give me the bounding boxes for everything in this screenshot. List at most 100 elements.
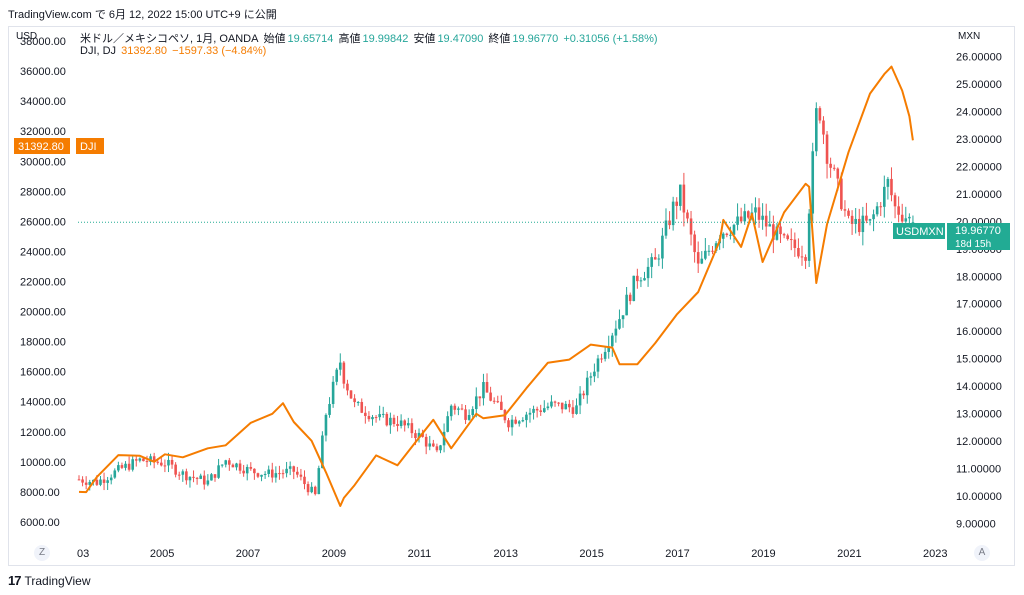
candle-body	[836, 168, 840, 179]
candle-body	[682, 184, 686, 213]
candle-body	[557, 402, 560, 404]
candle-body	[253, 468, 256, 474]
left-tick-label: 12000.00	[20, 427, 66, 439]
candle-body	[757, 207, 761, 220]
candle-body	[696, 252, 700, 264]
candle-body	[77, 479, 81, 481]
candle-body	[281, 473, 285, 475]
dji-price-badge: 31392.80 DJI	[14, 138, 104, 154]
candle-body	[231, 464, 235, 468]
candle-body	[106, 480, 109, 483]
candle-body	[489, 392, 492, 401]
legend-symbol-usdmxn[interactable]: 米ドル／メキシコペソ, 1月, OANDA	[80, 33, 259, 45]
dji-badge-name: DJI	[80, 141, 97, 153]
tradingview-logo-icon: 17	[8, 573, 22, 588]
candle-body	[628, 294, 632, 302]
candle-body	[210, 474, 213, 481]
candle-body	[95, 479, 99, 485]
dji-badge-price: 31392.80	[18, 141, 64, 153]
legend-low-label: 安値	[413, 33, 436, 45]
candle-body	[679, 184, 682, 206]
left-tick-label: 14000.00	[20, 397, 66, 409]
candle-body	[568, 403, 571, 408]
candle-body	[840, 178, 843, 210]
candle-body	[782, 234, 786, 236]
candle-body	[432, 443, 435, 447]
candle-body	[403, 420, 407, 426]
candle-body	[843, 209, 847, 211]
candle-body	[807, 213, 811, 261]
candle-body	[564, 403, 568, 410]
candle-body	[868, 219, 872, 221]
candle-body	[199, 475, 202, 479]
left-tick-label: 20000.00	[20, 307, 66, 319]
candle-body	[471, 409, 475, 416]
candle-body	[571, 407, 575, 414]
candle-body	[879, 206, 883, 208]
candle-body	[639, 280, 643, 282]
candle-body	[775, 226, 779, 240]
publish-header: TradingView.com で 6月 12, 2022 15:00 UTC+…	[8, 9, 277, 21]
usdmxn-price-badge: USDMXN 19.96770 18d 15h	[893, 223, 1010, 250]
usdmxn-badge-name: USDMXN	[896, 226, 944, 238]
candle-body	[560, 402, 564, 410]
candle-body	[381, 413, 385, 415]
legend-high-label: 高値	[338, 33, 361, 45]
candle-body	[904, 218, 908, 222]
candle-body	[457, 408, 460, 410]
candle-body	[743, 211, 747, 222]
candle-body	[449, 405, 453, 417]
right-tick-label: 24.00000	[956, 107, 1002, 119]
legend-high-value: 19.99842	[362, 33, 409, 45]
legend-open-value: 19.65714	[287, 33, 334, 45]
usdmxn-candles	[77, 102, 915, 496]
candle-body	[632, 275, 636, 302]
candle-body	[406, 423, 410, 426]
x-tick-label: 03	[77, 548, 89, 560]
candle-body	[213, 474, 217, 478]
candle-body	[410, 423, 414, 434]
candle-body	[546, 406, 550, 409]
scale-z-button[interactable]: Z	[34, 545, 50, 561]
x-tick-label: 2013	[494, 548, 518, 560]
candle-body	[700, 258, 704, 264]
x-tick-label: 2021	[837, 548, 861, 560]
x-tick-label: 2007	[236, 548, 260, 560]
candle-body	[761, 215, 764, 220]
candle-body	[535, 408, 539, 411]
candle-body	[618, 319, 621, 329]
candle-body	[789, 239, 793, 241]
candle-body	[217, 465, 220, 478]
left-tick-label: 16000.00	[20, 367, 66, 379]
left-tick-label: 28000.00	[20, 186, 66, 198]
right-tick-label: 9.00000	[956, 518, 996, 530]
candle-body	[653, 257, 657, 260]
left-tick-label: 10000.00	[20, 457, 66, 469]
candle-body	[249, 466, 253, 469]
auto-scale-button[interactable]: A	[974, 545, 990, 561]
x-tick-label: 2009	[322, 548, 346, 560]
candle-body	[424, 436, 428, 447]
candle-body	[109, 477, 113, 481]
candle-body	[886, 178, 890, 187]
candle-body	[474, 396, 478, 410]
candle-body	[865, 215, 868, 221]
candle-body	[321, 435, 324, 469]
candle-body	[324, 414, 328, 436]
candle-body	[238, 463, 242, 471]
legend-symbol-dji[interactable]: DJI, DJ	[80, 45, 117, 57]
candle-body	[439, 445, 442, 451]
candle-body	[496, 401, 500, 403]
candle-body	[328, 404, 331, 415]
left-tick-label: 24000.00	[20, 246, 66, 258]
footer-brand[interactable]: TradingView	[24, 573, 91, 588]
candle-body	[374, 417, 378, 419]
left-tick-label: 22000.00	[20, 276, 66, 288]
candle-body	[113, 470, 117, 478]
candle-body	[793, 239, 797, 248]
candle-body	[804, 257, 807, 261]
time-axis: 03 2005 2007 2009 2011 2013 2015 2017 2019 2021 20…	[77, 548, 947, 560]
chart-frame[interactable]	[8, 26, 1015, 566]
x-tick-label: 2005	[150, 548, 174, 560]
